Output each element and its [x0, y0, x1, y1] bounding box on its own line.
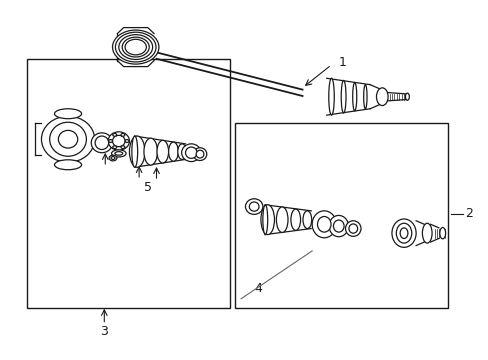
Bar: [27, 59, 229, 307]
Ellipse shape: [58, 130, 78, 148]
Ellipse shape: [376, 88, 387, 105]
Circle shape: [113, 146, 117, 149]
Ellipse shape: [395, 223, 411, 243]
Text: 2: 2: [464, 207, 472, 220]
Ellipse shape: [178, 144, 186, 159]
Ellipse shape: [303, 211, 311, 229]
Ellipse shape: [352, 82, 356, 111]
Ellipse shape: [348, 224, 357, 233]
Ellipse shape: [119, 35, 152, 59]
Ellipse shape: [328, 78, 334, 115]
Ellipse shape: [245, 199, 263, 215]
Ellipse shape: [129, 136, 144, 167]
Ellipse shape: [341, 80, 346, 113]
Ellipse shape: [333, 220, 344, 232]
Ellipse shape: [422, 223, 431, 243]
Ellipse shape: [132, 136, 138, 167]
Ellipse shape: [261, 205, 274, 235]
Ellipse shape: [168, 142, 178, 161]
Ellipse shape: [345, 221, 360, 237]
Ellipse shape: [115, 152, 122, 155]
Ellipse shape: [125, 39, 146, 55]
Ellipse shape: [249, 202, 259, 211]
Ellipse shape: [391, 219, 415, 247]
Ellipse shape: [54, 160, 81, 170]
Ellipse shape: [276, 207, 287, 233]
Ellipse shape: [108, 132, 129, 150]
Ellipse shape: [41, 116, 95, 162]
Ellipse shape: [185, 147, 197, 158]
Ellipse shape: [109, 155, 117, 161]
Ellipse shape: [181, 144, 201, 162]
Ellipse shape: [317, 216, 330, 232]
Ellipse shape: [263, 205, 267, 235]
Text: 1: 1: [338, 56, 346, 69]
Text: 4: 4: [254, 282, 262, 294]
Ellipse shape: [311, 211, 336, 238]
Circle shape: [121, 134, 124, 136]
Ellipse shape: [112, 135, 125, 147]
Ellipse shape: [399, 228, 407, 238]
Ellipse shape: [91, 133, 112, 153]
Text: 3: 3: [100, 325, 108, 338]
Text: 5: 5: [143, 181, 151, 194]
Circle shape: [121, 146, 124, 149]
Bar: [234, 123, 447, 307]
Ellipse shape: [439, 228, 445, 239]
Ellipse shape: [405, 93, 408, 100]
Ellipse shape: [54, 109, 81, 119]
Ellipse shape: [143, 138, 157, 165]
Circle shape: [113, 134, 117, 136]
Ellipse shape: [363, 85, 366, 109]
Ellipse shape: [193, 148, 206, 161]
Ellipse shape: [112, 30, 159, 64]
Ellipse shape: [50, 122, 86, 156]
Circle shape: [108, 140, 112, 143]
Ellipse shape: [290, 209, 300, 230]
Ellipse shape: [328, 215, 348, 237]
Ellipse shape: [196, 150, 203, 158]
Ellipse shape: [157, 140, 168, 163]
Ellipse shape: [111, 157, 115, 159]
Circle shape: [125, 140, 129, 143]
Ellipse shape: [95, 136, 108, 149]
Ellipse shape: [111, 150, 126, 157]
